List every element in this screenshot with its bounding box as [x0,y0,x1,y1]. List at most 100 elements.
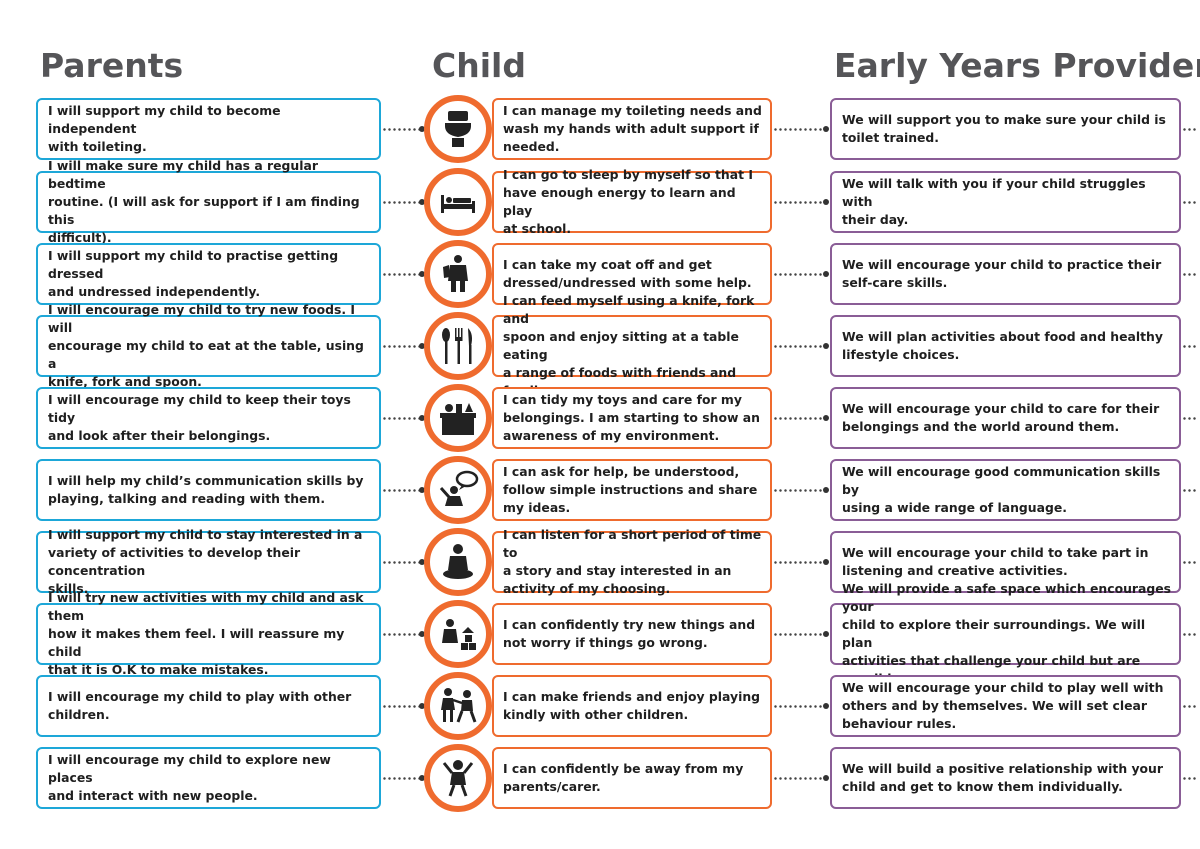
dotted-connector [773,273,825,276]
dotted-connector [382,705,422,708]
parent-commitment-text: I will encourage my child to play with o… [48,689,352,722]
parent-commitment-box: I will encourage my child to try new foo… [36,302,381,389]
child-commitment-text: I can take my coat off and get dressed/u… [503,257,752,290]
connector-dot [823,343,829,349]
provider-heading: Early Years Provider [834,46,1200,85]
provider-commitment-box: We will build a positive relationship wi… [830,747,1181,809]
dressing-icon [424,240,492,308]
happy-child-icon [424,744,492,812]
dotted-connector [773,705,825,708]
child-commitment-box: I can confidently try new things and not… [492,603,772,665]
commitment-row: I will make sure my child has a regular … [0,158,1200,245]
connector-dot [823,559,829,565]
provider-commitment-text: We will encourage good communication ski… [842,464,1161,515]
children-playing-icon [424,672,492,740]
connector-dot [419,631,425,637]
parent-commitment-text: I will support my child to become indepe… [48,103,281,154]
dotted-connector [1182,128,1198,131]
provider-commitment-text: We will talk with you if your child stru… [842,176,1146,227]
dotted-connector [1182,561,1198,564]
parent-commitment-text: I will encourage my child to try new foo… [48,302,364,389]
child-commitment-text: I can listen for a short period of time … [503,527,762,596]
connector-dot [823,199,829,205]
provider-commitment-text: We will support you to make sure your ch… [842,112,1166,145]
dotted-connector [773,561,825,564]
parent-commitment-text: I will encourage my child to keep their … [48,392,351,443]
provider-commitment-box: We will encourage your child to play wel… [830,675,1181,737]
speech-bubble-icon [424,456,492,524]
parent-commitment-text: I will encourage my child to explore new… [48,752,331,803]
connector-dot [419,271,425,277]
dotted-connector [382,201,422,204]
commitment-row: I will support my child to stay interest… [0,527,1200,597]
bed-icon [424,168,492,236]
child-commitment-text: I can manage my toileting needs and wash… [503,103,762,154]
parent-commitment-text: I will support my child to practise gett… [48,248,339,299]
connector-dot [419,343,425,349]
commitment-row: I will encourage my child to explore new… [0,744,1200,813]
commitment-row: I will try new activities with my child … [0,581,1200,686]
connector-dot [823,631,829,637]
dotted-connector [773,201,825,204]
connector-dot [823,415,829,421]
dotted-connector [773,489,825,492]
child-commitment-text: I can ask for help, be understood, follo… [503,464,758,515]
parent-commitment-text: I will make sure my child has a regular … [48,158,360,245]
provider-commitment-box: We will encourage your child to take par… [830,531,1181,593]
commitment-row: I will encourage my child to keep their … [0,384,1200,453]
connector-dot [419,775,425,781]
provider-commitment-box: We will provide a safe space which encou… [830,581,1181,686]
provider-commitment-box: We will encourage good communication ski… [830,459,1181,521]
parent-commitment-box: I will support my child to practise gett… [36,243,381,305]
cutlery-icon [424,312,492,380]
building-blocks-icon [424,600,492,668]
provider-commitment-box: We will plan activities about food and h… [830,315,1181,377]
parent-commitment-box: I will support my child to become indepe… [36,98,381,160]
dotted-connector [773,633,825,636]
dotted-connector [1182,705,1198,708]
provider-commitment-text: We will encourage your child to care for… [842,401,1160,434]
parent-commitment-box: I will help my child’s communication ski… [36,459,381,521]
dotted-connector [1182,633,1198,636]
connector-dot [823,271,829,277]
child-commitment-box: I can feed myself using a knife, fork an… [492,293,772,398]
provider-commitment-box: We will talk with you if your child stru… [830,171,1181,233]
provider-commitment-text: We will encourage your child to play wel… [842,680,1164,731]
provider-commitment-text: We will plan activities about food and h… [842,329,1163,362]
child-commitment-text: I can confidently be away from my parent… [503,761,744,794]
dotted-connector [1182,489,1198,492]
dotted-connector [382,345,422,348]
child-heading: Child [432,46,526,85]
connector-dot [823,775,829,781]
child-commitment-box: I can make friends and enjoy playing kin… [492,675,772,737]
parent-commitment-text: I will support my child to stay interest… [48,527,363,596]
commitment-row: I will help my child’s communication ski… [0,456,1200,525]
child-commitment-box: I can go to sleep by myself so that I ha… [492,167,772,236]
dotted-connector [382,273,422,276]
connector-dot [419,126,425,132]
connector-dot [419,559,425,565]
dotted-connector [382,489,422,492]
parent-commitment-box: I will encourage my child to keep their … [36,387,381,449]
provider-commitment-text: We will build a positive relationship wi… [842,761,1163,794]
connector-dot [823,126,829,132]
parent-commitment-box: I will make sure my child has a regular … [36,158,381,245]
connector-dot [823,703,829,709]
commitment-row: I will encourage my child to try new foo… [0,293,1200,398]
dotted-connector [1182,777,1198,780]
connector-dot [823,487,829,493]
commitment-row: I will encourage my child to play with o… [0,672,1200,741]
child-commitment-text: I can feed myself using a knife, fork an… [503,293,755,398]
child-commitment-text: I can confidently try new things and not… [503,617,756,650]
provider-commitment-text: We will encourage your child to practice… [842,257,1162,290]
provider-commitment-box: We will encourage your child to care for… [830,387,1181,449]
child-commitment-box: I can manage my toileting needs and wash… [492,98,772,160]
dotted-connector [773,128,825,131]
parent-commitment-box: I will try new activities with my child … [36,590,381,677]
toy-box-icon [424,384,492,452]
parent-commitment-box: I will encourage my child to explore new… [36,747,381,809]
dotted-connector [382,777,422,780]
connector-dot [419,415,425,421]
dotted-connector [773,417,825,420]
parent-commitment-box: I will support my child to stay interest… [36,527,381,596]
